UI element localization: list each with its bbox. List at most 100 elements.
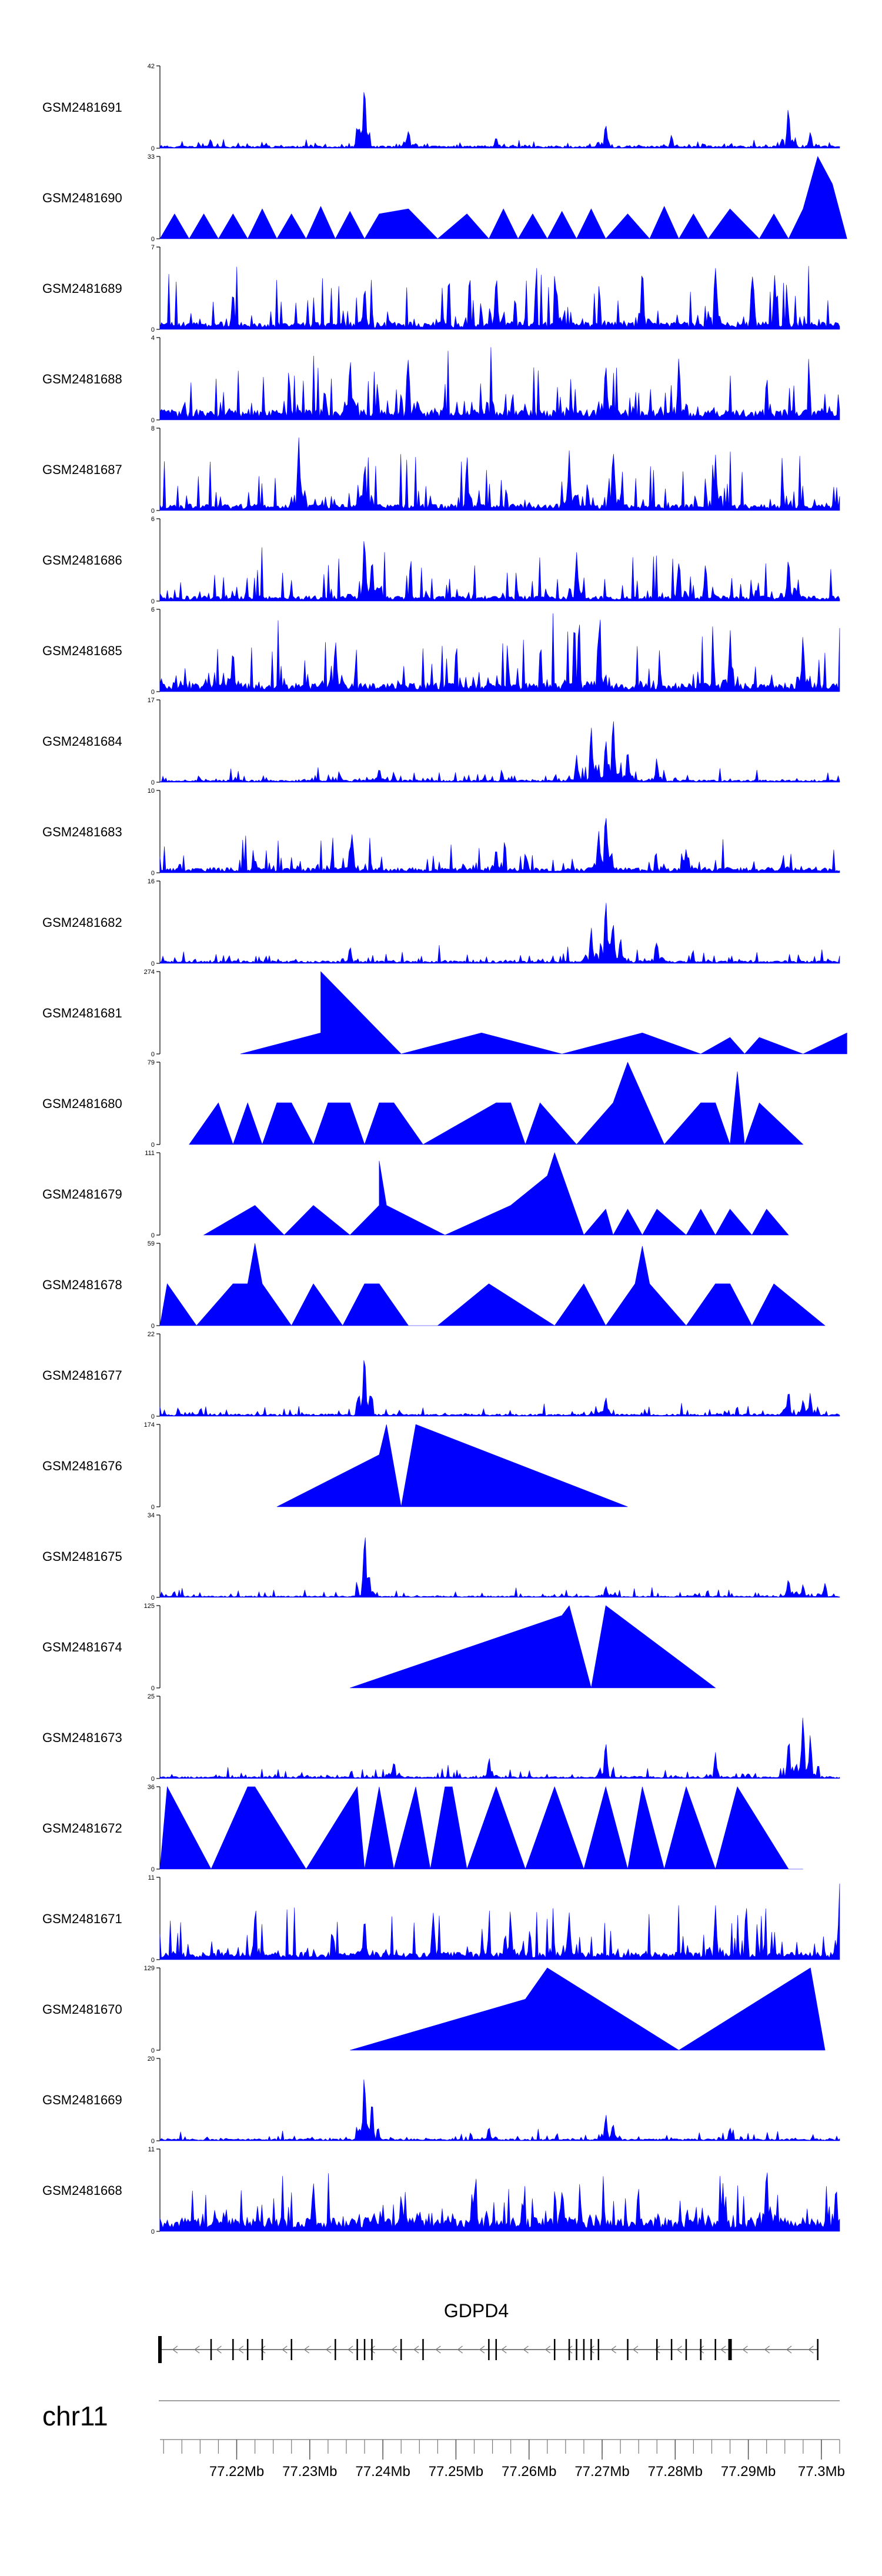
strand-arrow: [391, 2345, 397, 2354]
coverage-area: [159, 1883, 840, 1960]
gene-exon: [488, 2339, 490, 2360]
track-label: GSM2481673: [42, 1730, 122, 1745]
y-min-label: 0: [151, 870, 155, 877]
track-GSM2481671: GSM2481671 11 0: [42, 1874, 840, 1964]
position-label: 77.26Mb: [502, 2464, 556, 2480]
coverage-area: [159, 613, 840, 692]
strand-arrow: [808, 2345, 814, 2354]
strand-arrow: [632, 2345, 639, 2354]
y-max-label: 42: [148, 63, 155, 70]
position-label: 77.28Mb: [648, 2464, 703, 2480]
track-GSM2481685: GSM2481685 6 0: [42, 606, 840, 696]
strand-arrow: [216, 2345, 222, 2354]
y-max-label: 7: [151, 244, 155, 251]
strand-arrow: [567, 2345, 573, 2354]
y-max-label: 6: [151, 606, 155, 613]
coverage-area: [350, 1605, 716, 1689]
gene-exon: [553, 2339, 556, 2360]
gene-exon: [656, 2339, 658, 2360]
position-label: 77.23Mb: [282, 2464, 337, 2480]
track-label: GSM2481691: [42, 100, 122, 115]
track-label: GSM2481684: [42, 734, 122, 749]
strand-arrow: [282, 2345, 288, 2354]
strand-arrow: [260, 2345, 266, 2354]
y-min-label: 0: [151, 779, 155, 786]
y-min-label: 0: [151, 145, 155, 152]
track-label: GSM2481688: [42, 372, 122, 386]
y-min-label: 0: [151, 326, 155, 333]
gene-exon: [700, 2339, 702, 2360]
strand-arrow: [720, 2345, 726, 2354]
coverage-area: [189, 1062, 804, 1145]
track-GSM2481676: GSM2481676 174 0: [42, 1422, 628, 1511]
coverage-area: [159, 92, 840, 149]
y-min-label: 0: [151, 1232, 155, 1239]
gene-exon: [817, 2339, 818, 2360]
coverage-area: [350, 1967, 826, 2051]
y-max-label: 33: [148, 154, 155, 161]
coverage-area: [203, 1152, 789, 1236]
track-GSM2481668: GSM2481668 11 0: [42, 2146, 840, 2235]
coverage-area: [159, 1717, 840, 1779]
y-max-label: 11: [148, 1874, 155, 1881]
y-max-label: 174: [144, 1422, 155, 1429]
track-label: GSM2481685: [42, 643, 122, 658]
track-GSM2481682: GSM2481682 16 0: [42, 878, 840, 967]
track-label: GSM2481675: [42, 1549, 122, 1564]
gene-exon: [371, 2339, 373, 2360]
strand-arrow: [742, 2345, 748, 2354]
y-max-label: 10: [148, 788, 155, 795]
track-label: GSM2481674: [42, 1640, 122, 1654]
coverage-area: [159, 2079, 840, 2141]
strand-arrow: [654, 2345, 660, 2354]
track-GSM2481687: GSM2481687 8 0: [42, 425, 840, 515]
chromosome-label: chr11: [42, 2401, 108, 2431]
strand-arrow: [698, 2345, 704, 2354]
track-label: GSM2481686: [42, 553, 122, 568]
coverage-area: [159, 903, 840, 964]
y-max-label: 25: [148, 1693, 155, 1700]
y-min-label: 0: [151, 508, 155, 515]
track-GSM2481684: GSM2481684 17 0: [42, 697, 840, 786]
coverage-area: [159, 541, 840, 602]
chromosome-ideogram: chr11: [42, 2400, 840, 2431]
y-max-label: 20: [148, 2056, 155, 2063]
y-max-label: 129: [144, 1965, 155, 1972]
gene-name-label: GDPD4: [444, 2300, 509, 2321]
y-max-label: 36: [148, 1784, 155, 1791]
gene-exon: [246, 2339, 249, 2360]
gene-exon: [576, 2339, 577, 2360]
gene-exon: [232, 2339, 234, 2360]
strand-arrow: [413, 2345, 419, 2354]
coverage-area: [276, 1424, 628, 1507]
y-min-label: 0: [151, 1866, 155, 1873]
gene-exon: [335, 2339, 336, 2360]
gene-exon: [685, 2339, 687, 2360]
y-min-label: 0: [151, 1594, 155, 1601]
strand-arrow: [457, 2345, 463, 2354]
position-label: 77.22Mb: [209, 2464, 264, 2480]
strand-arrow: [194, 2345, 200, 2354]
y-min-label: 0: [151, 689, 155, 696]
track-GSM2481681: GSM2481681 274 0: [42, 969, 847, 1058]
y-max-label: 16: [148, 878, 155, 885]
position-label: 77.25Mb: [429, 2464, 483, 2480]
track-GSM2481683: GSM2481683 10 0: [42, 788, 840, 877]
gene-track: GDPD4: [158, 2300, 818, 2363]
gene-exon: [422, 2339, 424, 2360]
y-max-label: 111: [145, 1150, 155, 1157]
y-min-label: 0: [151, 1776, 155, 1783]
coverage-area: [159, 1360, 840, 1417]
coverage-area: [159, 1786, 803, 1870]
track-label: GSM2481671: [42, 1911, 122, 1926]
y-max-label: 34: [148, 1512, 155, 1519]
coverage-area: [159, 818, 840, 873]
position-label: 77.3Mb: [798, 2464, 845, 2480]
strand-arrow: [676, 2345, 682, 2354]
position-label: 77.24Mb: [355, 2464, 410, 2480]
y-max-label: 22: [148, 1331, 155, 1338]
strand-arrow: [172, 2345, 178, 2354]
y-max-label: 125: [144, 1603, 155, 1610]
y-max-label: 59: [148, 1240, 155, 1247]
coverage-tracks: GSM2481691420GSM2481690330GSM248168970GS…: [42, 63, 847, 2235]
